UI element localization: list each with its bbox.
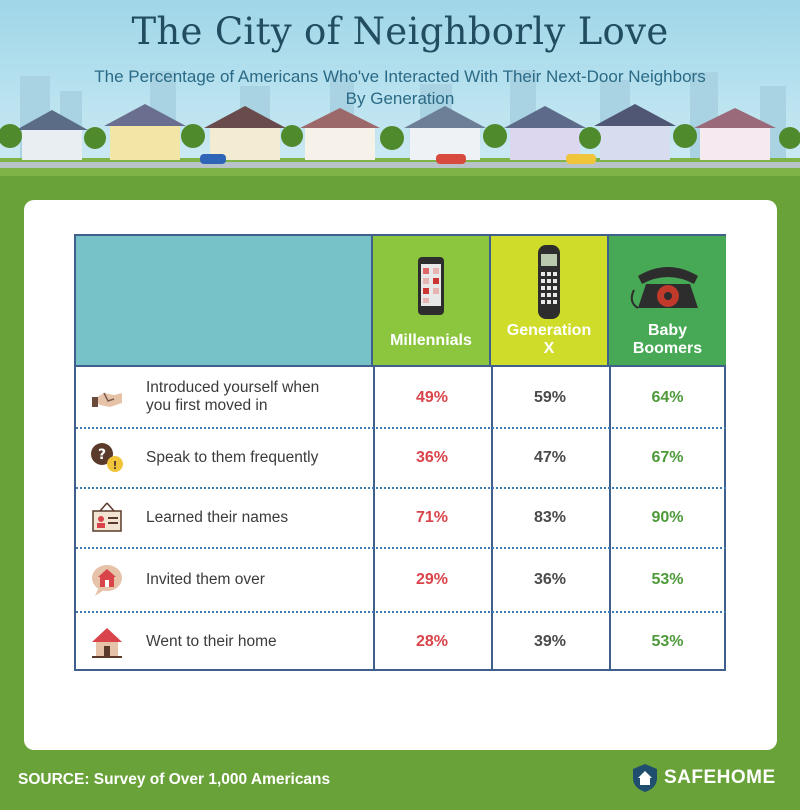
row-divider (76, 547, 726, 549)
column-header-millennials: Millennials (373, 236, 491, 365)
row-label: Learned their names (146, 509, 289, 526)
brand-logo: SAFEHOME (632, 762, 776, 794)
row-label-line-2: you first moved in (146, 397, 268, 414)
table-row: Introduced yourself when you first moved… (76, 367, 726, 427)
svg-text:!: ! (112, 459, 117, 472)
value-baby-boomers: 67% (651, 449, 684, 466)
column-divider (491, 367, 493, 671)
value-generation-x: 59% (533, 389, 567, 406)
column-divider (609, 367, 611, 671)
header-divider (76, 365, 726, 367)
header-banner: The City of Neighborly Love The Percenta… (0, 0, 800, 176)
column-label-generation-x-line-2: X (543, 340, 555, 357)
smartphone-icon (418, 257, 444, 315)
column-label-baby-boomers: Baby Boomers (609, 322, 726, 358)
row-divider (76, 611, 726, 613)
table-row: Went to their home 28% 39% 53% (76, 613, 726, 671)
row-divider (76, 487, 726, 489)
row-label: Went to their home (146, 633, 277, 650)
row-divider (76, 427, 726, 429)
value-baby-boomers: 53% (651, 571, 684, 588)
safehome-shield-icon (633, 764, 657, 792)
row-label: Speak to them frequently (146, 449, 319, 466)
name-tag-icon (92, 502, 122, 532)
house-speech-bubble-icon (92, 565, 122, 596)
column-divider (373, 367, 375, 671)
value-generation-x: 83% (533, 509, 567, 526)
column-label-baby-boomers-line-2: Boomers (632, 340, 703, 357)
column-label-generation-x: Generation X (491, 322, 607, 358)
column-header-baby-boomers: Baby Boomers (609, 236, 726, 365)
value-millennials: 71% (415, 509, 449, 526)
value-generation-x: 47% (533, 449, 567, 466)
row-label-line-1: Introduced yourself when (146, 379, 320, 396)
svg-text:?: ? (98, 447, 106, 463)
table-row: ? ! Speak to them frequently 36% 47% 67% (76, 429, 726, 487)
value-millennials: 29% (415, 571, 449, 588)
subtitle-line-1: The Percentage of Americans Who've Inter… (94, 67, 706, 86)
header-blank-cell (76, 236, 373, 365)
neighborhood-illustration (0, 70, 800, 176)
value-generation-x: 39% (533, 633, 567, 650)
value-millennials: 28% (415, 633, 449, 650)
column-label-millennials: Millennials (390, 332, 472, 349)
cordless-phone-icon (538, 245, 560, 319)
value-baby-boomers: 53% (651, 633, 684, 650)
page-subtitle: The Percentage of Americans Who've Inter… (0, 66, 800, 110)
column-label-baby-boomers-line-1: Baby (647, 322, 688, 339)
table-row: Invited them over 29% 36% 53% (76, 549, 726, 611)
brand-name: SAFEHOME (664, 767, 776, 788)
row-label: Introduced yourself when you first moved… (146, 379, 319, 415)
subtitle-line-2: By Generation (345, 89, 455, 108)
handshake-icon (92, 392, 122, 407)
column-label-generation-x-line-1: Generation (506, 322, 592, 339)
speech-question-icon: ? ! (91, 443, 123, 472)
house-icon (92, 628, 122, 658)
page-title: The City of Neighborly Love (131, 10, 669, 53)
value-millennials: 36% (415, 449, 449, 466)
value-millennials: 49% (415, 389, 449, 406)
source-note: SOURCE: Survey of Over 1,000 Americans (18, 771, 331, 788)
value-baby-boomers: 90% (651, 509, 684, 526)
rotary-phone-icon (630, 267, 698, 309)
row-label: Invited them over (146, 571, 265, 588)
column-header-generation-x: Generation X (491, 236, 609, 365)
value-generation-x: 36% (533, 571, 567, 588)
survey-table: Millennials Generation X (74, 234, 726, 671)
value-baby-boomers: 64% (651, 389, 684, 406)
table-row: Learned their names 71% 83% 90% (76, 489, 726, 547)
content-card: Millennials Generation X (24, 200, 777, 750)
